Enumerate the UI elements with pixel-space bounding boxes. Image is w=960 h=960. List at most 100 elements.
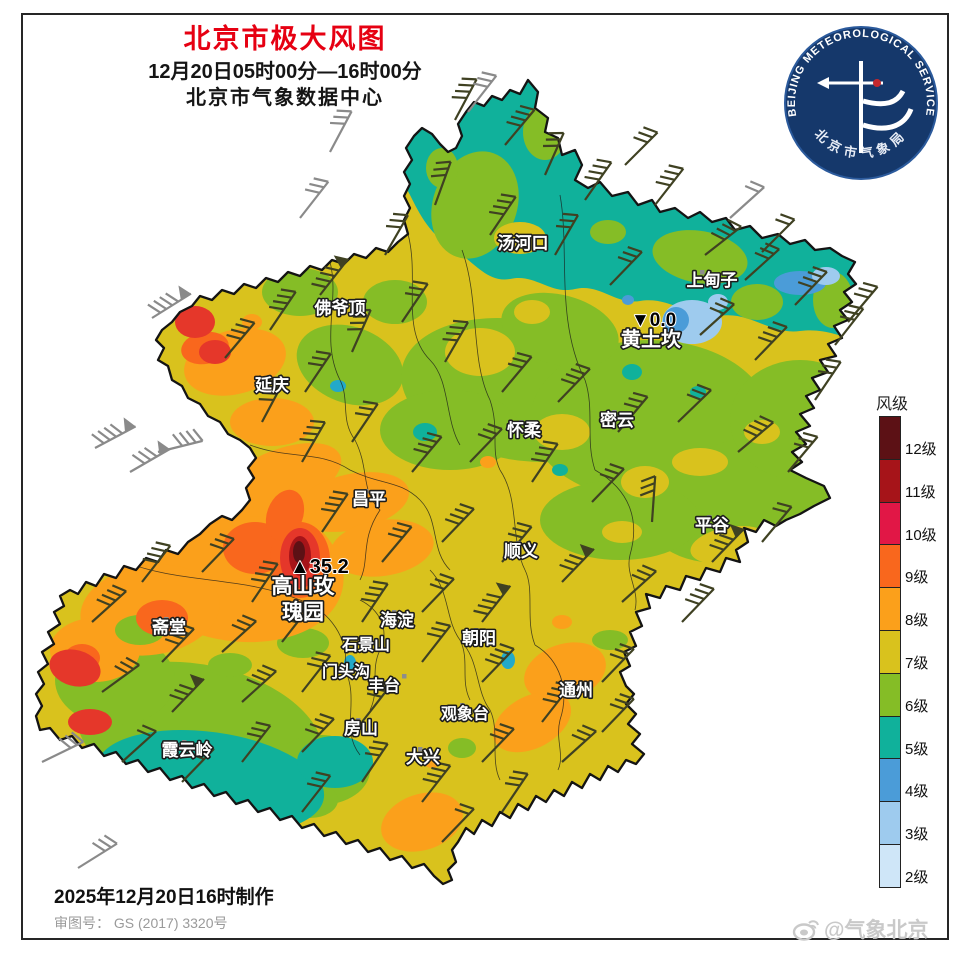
place-label: 平谷 (695, 516, 730, 535)
legend-swatch (880, 630, 900, 674)
weibo-watermark: @气象北京 (792, 914, 928, 944)
wind-barb (77, 834, 118, 869)
place-label: 朝阳 (462, 628, 496, 648)
wind-barb (241, 664, 277, 703)
wind-barb (299, 177, 330, 219)
wind-barb (530, 440, 559, 483)
legend-swatch (880, 673, 900, 717)
wind-barb (557, 362, 591, 403)
wind-barb (481, 722, 515, 763)
wind-barb (601, 692, 635, 733)
wind-barb (847, 281, 879, 323)
weibo-icon (792, 920, 819, 941)
place-label: 怀柔 (507, 421, 542, 440)
wind-barb (542, 131, 565, 176)
wind-barb (157, 428, 204, 454)
wind-barb (469, 422, 503, 463)
place-label: 佛爷顶 (314, 298, 366, 318)
wind-barb (329, 109, 353, 153)
legend-swatch (880, 588, 900, 631)
wind-barb (744, 242, 780, 281)
wind-barb (541, 681, 572, 723)
extreme-value-marker: ▼0.0 (631, 310, 676, 331)
wind-barb (299, 419, 326, 463)
place-label: 石景山 (341, 636, 390, 654)
wind-barb (41, 731, 85, 763)
title-block: 北京市极大风图 12月20日05时00分—16时00分 北京市气象数据中心 (110, 22, 460, 111)
wind-barb (501, 351, 533, 393)
wind-barb (617, 391, 649, 433)
wind-barb (250, 560, 279, 603)
legend-title: 风级 (876, 396, 909, 413)
data-source: 北京市气象数据中心 (186, 87, 384, 110)
beijing-meteorological-service-logo: BEIJING METEOROLOGICAL SERVICE 北京市气象局 (784, 26, 938, 180)
legend-label: 5级 (905, 740, 929, 758)
place-label: 霞云岭 (162, 740, 213, 760)
wind-barb (320, 490, 349, 533)
beijing-boundary (34, 78, 858, 886)
legend-swatch (880, 802, 900, 845)
wind-barb (91, 584, 127, 623)
wind-barb (301, 712, 335, 753)
wind-barb (709, 524, 745, 563)
wind-barb (677, 383, 712, 423)
wind-barb (304, 350, 332, 393)
wind-barb (181, 742, 215, 783)
watermark-text: @气象北京 (824, 919, 929, 942)
wind-barb (681, 582, 715, 623)
page-title: 北京市极大风图 (183, 24, 387, 54)
wind-barb (147, 285, 192, 319)
wind-barb (584, 158, 613, 201)
wind-barb (621, 564, 657, 603)
wind-barb (421, 621, 452, 663)
wind-barb (258, 379, 285, 423)
wind-barb (699, 297, 735, 336)
wind-barb (411, 431, 443, 473)
wind-barb (241, 721, 272, 763)
wind-barb (441, 802, 475, 843)
place-label: 黄土坎 (621, 327, 682, 351)
place-label: 高山玫 (272, 574, 336, 598)
wind-barb (488, 193, 517, 236)
place-label: 汤河口 (498, 234, 549, 253)
place-label: 斋堂 (151, 617, 186, 637)
place-label: 大兴 (406, 747, 440, 767)
wind-barb (761, 501, 793, 543)
issue-time: 2025年12月20日16时制作 (54, 887, 274, 908)
wind-barb (351, 400, 379, 443)
wind-barb (421, 572, 455, 613)
wind-barb (559, 544, 595, 583)
legend-label: 8级 (905, 612, 929, 630)
wind-barb (381, 521, 413, 563)
wind-barb (467, 71, 498, 113)
wind-barbs (41, 71, 879, 869)
wind-barb (554, 212, 579, 256)
legend-swatch-column (879, 416, 901, 888)
wind-barb (401, 280, 429, 323)
wind-barb (161, 622, 195, 663)
legend-swatch (880, 459, 900, 503)
wind-barb (654, 164, 685, 206)
map-approval-number: 审图号： GS (2017) 3320号 (54, 915, 228, 931)
place-label: 丰台 (368, 676, 400, 695)
footer-block: 2025年12月20日16时制作 审图号： GS (2017) 3320号 (54, 882, 274, 933)
wind-barb (501, 770, 529, 813)
wind-barb (481, 642, 515, 683)
wind-barb (609, 245, 643, 286)
wind-barb (281, 601, 312, 643)
wind-barb (591, 462, 625, 503)
wind-barb (794, 265, 828, 306)
legend-label: 11级 (905, 483, 936, 501)
legend-swatch (880, 716, 900, 760)
place-label: 海淀 (380, 610, 415, 630)
place-label: 通州 (559, 681, 593, 700)
legend-swatch (880, 502, 900, 546)
wind-barb (441, 502, 475, 543)
legend-label: 10级 (905, 526, 937, 544)
place-label: 门头沟 (322, 662, 370, 681)
wind-barb (361, 740, 389, 783)
wind-barb (421, 761, 452, 803)
wind-barb (347, 308, 372, 353)
legend-label: 7级 (905, 655, 929, 672)
